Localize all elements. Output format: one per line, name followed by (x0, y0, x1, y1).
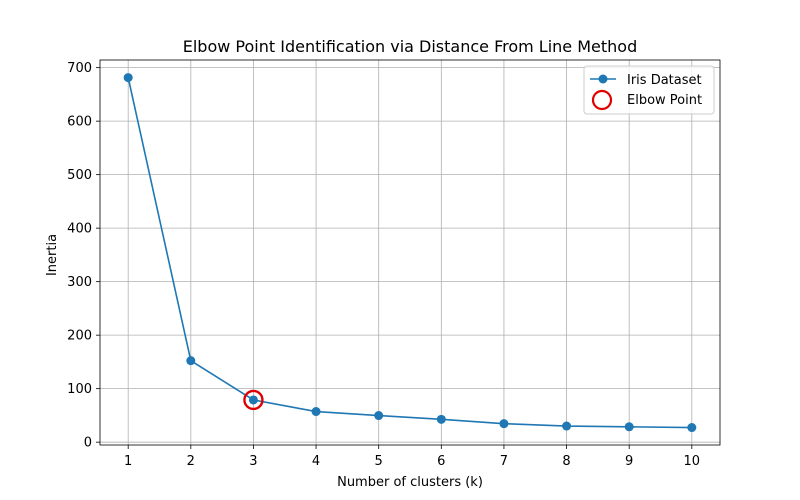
data-point (374, 411, 384, 421)
x-tick-label: 8 (562, 454, 570, 469)
data-point (436, 414, 446, 424)
legend: Iris Dataset Elbow Point (583, 65, 715, 115)
x-tick-label: 4 (312, 454, 320, 469)
x-tick-label: 3 (249, 454, 257, 469)
x-tick-label: 1 (124, 454, 132, 469)
data-point (186, 356, 196, 366)
y-tick-label: 400 (67, 222, 92, 237)
series-line (127, 77, 692, 429)
data-point (624, 422, 634, 432)
x-tick-label: 2 (187, 454, 195, 469)
y-tick-label: 600 (67, 115, 92, 130)
y-tick-label: 0 (84, 436, 92, 451)
elbow-point-marker (243, 389, 264, 411)
grid (100, 60, 720, 445)
data-point (499, 419, 509, 429)
y-axis-label: Inertia (45, 234, 60, 276)
data-point (248, 395, 258, 405)
data-point (562, 421, 572, 431)
y-tick-label: 100 (67, 382, 92, 397)
y-tick-label: 200 (67, 329, 92, 344)
y-tick-label: 700 (67, 61, 92, 76)
x-tick-label: 5 (375, 454, 383, 469)
chart-title: Elbow Point Identification via Distance … (183, 37, 638, 56)
x-tick-label: 10 (684, 454, 701, 469)
y-tick-label: 300 (67, 275, 92, 290)
x-tick-label: 7 (500, 454, 508, 469)
legend-marker-swatch (598, 74, 608, 84)
legend-label-series: Iris Dataset (627, 73, 702, 88)
plot-frame (99, 59, 721, 446)
legend-label-elbow: Elbow Point (627, 93, 702, 108)
plot-series (123, 73, 697, 433)
y-tick-label: 500 (67, 168, 92, 183)
legend-elbow-swatch (591, 89, 613, 111)
x-axis-label: Number of clusters (k) (337, 475, 483, 490)
legend-frame (583, 65, 715, 115)
data-point (687, 423, 697, 433)
x-tick-label: 6 (437, 454, 445, 469)
x-tick-label: 9 (625, 454, 633, 469)
data-point (311, 407, 321, 417)
data-point (123, 73, 133, 83)
